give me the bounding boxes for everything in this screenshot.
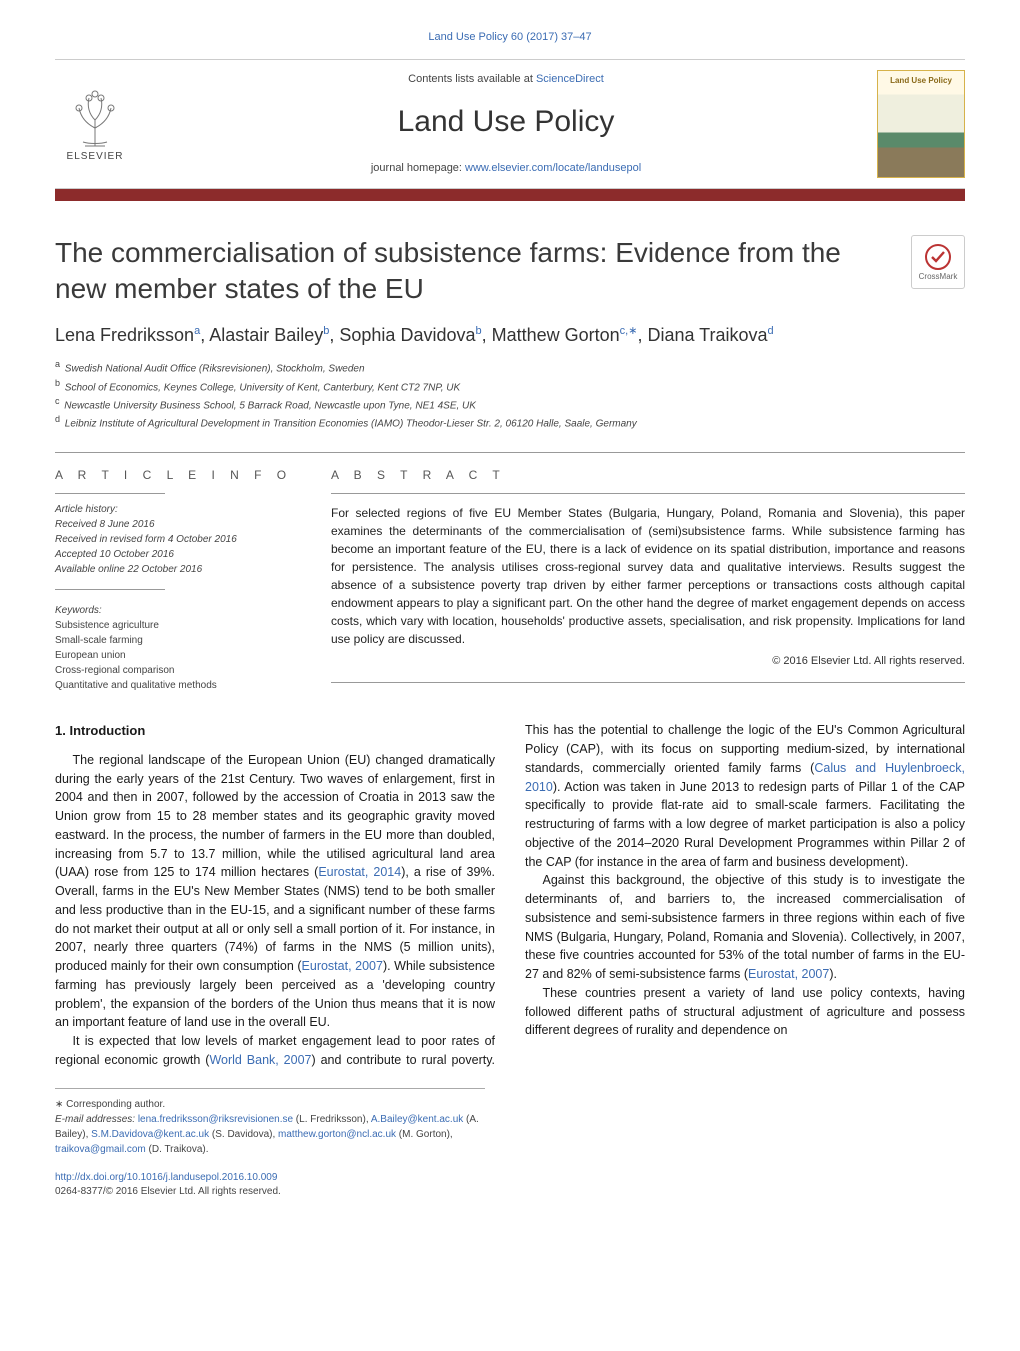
tree-icon [65, 84, 125, 150]
cover-thumb-title: Land Use Policy [878, 75, 964, 86]
homepage-prefix: journal homepage: [371, 162, 465, 174]
crossmark-label: CrossMark [919, 271, 958, 282]
p4: These countries present a variety of lan… [525, 986, 965, 1038]
email-addresses: E-mail addresses: lena.fredriksson@riksr… [55, 1112, 485, 1157]
history-line: Available online 22 October 2016 [55, 562, 295, 577]
history-label: Article history: [55, 502, 295, 517]
cite-eurostat-2007b[interactable]: Eurostat, 2007 [748, 967, 829, 981]
accent-bar [55, 189, 965, 201]
journal-name: Land Use Policy [135, 101, 877, 143]
article-title: The commercialisation of subsistence far… [55, 235, 893, 307]
journal-masthead: ELSEVIER Contents lists available at Sci… [55, 59, 965, 189]
abstract-text: For selected regions of five EU Member S… [331, 504, 965, 648]
p2c: ). Action was taken in June 2013 to rede… [525, 780, 965, 869]
email-link[interactable]: A.Bailey@kent.ac.uk [371, 1114, 463, 1125]
elsevier-logo: ELSEVIER [55, 80, 135, 168]
email-who: (L. Fredriksson), [293, 1114, 371, 1125]
p3b: ). [829, 967, 837, 981]
email-link[interactable]: matthew.gorton@ncl.ac.uk [278, 1129, 396, 1140]
keyword: Small-scale farming [55, 633, 295, 648]
journal-cover-thumb: Land Use Policy [877, 70, 965, 178]
affiliation-line: b School of Economics, Keynes College, U… [55, 377, 965, 395]
doi-link[interactable]: http://dx.doi.org/10.1016/j.landusepol.2… [55, 1172, 277, 1183]
corresponding-author-note: ∗ Corresponding author. [55, 1097, 485, 1112]
affiliations: a Swedish National Audit Office (Riksrev… [55, 358, 965, 431]
crossmark-badge[interactable]: CrossMark [911, 235, 965, 289]
author-list: Lena Fredrikssona, Alastair Baileyb, Sop… [55, 323, 965, 348]
email-who: (M. Gorton), [396, 1129, 453, 1140]
issn-copyright: 0264-8377/© 2016 Elsevier Ltd. All right… [55, 1186, 281, 1197]
affiliation-line: a Swedish National Audit Office (Riksrev… [55, 358, 965, 376]
section-heading-1: 1. Introduction [55, 721, 495, 741]
abstract-heading: a b s t r a c t [331, 467, 965, 484]
history-line: Received in revised form 4 October 2016 [55, 532, 295, 547]
publisher-name: ELSEVIER [67, 150, 124, 164]
emails-label: E-mail addresses: [55, 1114, 138, 1125]
keywords-label: Keywords: [55, 604, 295, 618]
homepage-line: journal homepage: www.elsevier.com/locat… [135, 161, 877, 176]
copyright-line: © 2016 Elsevier Ltd. All rights reserved… [331, 654, 965, 669]
history-line: Received 8 June 2016 [55, 517, 295, 532]
email-who: (D. Traikova). [146, 1144, 209, 1155]
body-text: 1. Introduction The regional landscape o… [55, 721, 965, 1069]
email-link[interactable]: traikova@gmail.com [55, 1144, 146, 1155]
sciencedirect-link[interactable]: ScienceDirect [536, 73, 604, 85]
homepage-link[interactable]: www.elsevier.com/locate/landusepol [465, 162, 641, 174]
affiliation-line: c Newcastle University Business School, … [55, 395, 965, 413]
cite-worldbank-2007[interactable]: World Bank, 2007 [209, 1053, 311, 1067]
contents-line: Contents lists available at ScienceDirec… [135, 72, 877, 87]
keyword: Cross-regional comparison [55, 663, 295, 678]
running-citation: Land Use Policy 60 (2017) 37–47 [55, 30, 965, 45]
affiliation-line: d Leibniz Institute of Agricultural Deve… [55, 413, 965, 431]
crossmark-icon [924, 243, 952, 271]
doi-block: http://dx.doi.org/10.1016/j.landusepol.2… [55, 1171, 965, 1199]
email-who: (S. Davidova), [209, 1129, 278, 1140]
contents-prefix: Contents lists available at [408, 73, 536, 85]
p1b: ), a rise of 39%. Overall, farms in the … [55, 865, 495, 973]
article-info-heading: a r t i c l e i n f o [55, 467, 295, 484]
keywords-list: Subsistence agricultureSmall-scale farmi… [55, 618, 295, 693]
cite-eurostat-2014[interactable]: Eurostat, 2014 [318, 865, 401, 879]
p1a: The regional landscape of the European U… [55, 753, 495, 880]
p3a: Against this background, the objective o… [525, 873, 965, 981]
email-link[interactable]: lena.fredriksson@riksrevisionen.se [138, 1114, 293, 1125]
cite-eurostat-2007a[interactable]: Eurostat, 2007 [302, 959, 383, 973]
keyword: Subsistence agriculture [55, 618, 295, 633]
keyword: European union [55, 648, 295, 663]
history-line: Accepted 10 October 2016 [55, 547, 295, 562]
keyword: Quantitative and qualitative methods [55, 678, 295, 693]
p1d: problem', the expansion of the borders o… [55, 997, 495, 1030]
article-history: Article history: Received 8 June 2016Rec… [55, 502, 295, 577]
footnotes: ∗ Corresponding author. E-mail addresses… [55, 1088, 485, 1157]
email-link[interactable]: S.M.Davidova@kent.ac.uk [91, 1129, 209, 1140]
